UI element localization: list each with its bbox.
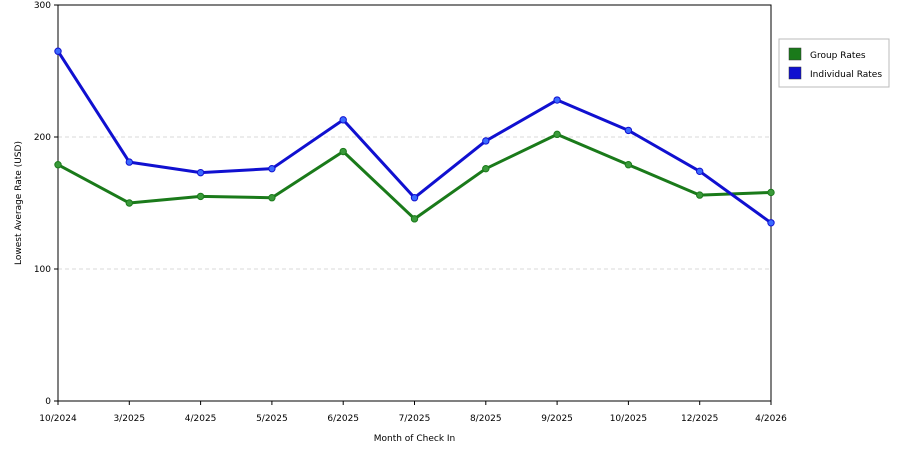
data-point (767, 188, 775, 197)
data-point (624, 126, 633, 135)
data-point (54, 161, 62, 169)
x-tick-label: 12/2025 (681, 414, 718, 424)
data-point (125, 158, 134, 166)
data-point (268, 164, 276, 173)
data-point (482, 164, 490, 173)
series (54, 47, 775, 227)
data-point (196, 168, 205, 177)
data-point (624, 161, 633, 169)
y-axis-title: Lowest Average Rate (USD) (14, 141, 24, 265)
x-axis-title: Month of Check In (374, 434, 456, 444)
x-tick-label: 8/2025 (470, 414, 502, 424)
series-line (57, 132, 772, 221)
x-tick-label: 6/2025 (327, 414, 359, 424)
data-point (268, 194, 276, 202)
legend: Group Rates Individual Rates (778, 38, 890, 88)
data-point (125, 199, 134, 207)
plot-frame (57, 4, 772, 402)
legend-swatch (788, 47, 802, 61)
legend-label: Individual Rates (810, 70, 882, 80)
data-point (767, 219, 775, 227)
data-point (339, 116, 347, 124)
y-tick-label: 300 (34, 1, 51, 11)
data-point (410, 194, 419, 202)
x-tick-label: 5/2025 (256, 414, 288, 424)
data-point (553, 130, 561, 139)
data-point (696, 167, 704, 176)
axes: 0 100 200 300 10/2024 3/2025 4/2025 5/2025 6/202… (34, 1, 787, 424)
x-tick-label: 3/2025 (113, 414, 145, 424)
data-point (482, 137, 490, 145)
y-tick-label: 200 (34, 133, 51, 143)
legend-label: Group Rates (810, 51, 866, 61)
data-point (410, 215, 419, 223)
grid (58, 136, 771, 270)
x-tick-label: 10/2024 (39, 414, 77, 424)
series-group-rates (54, 130, 775, 223)
series-individual-rates (54, 47, 775, 227)
legend-swatch (788, 66, 802, 80)
y-tick-label: 0 (45, 397, 51, 407)
data-point (54, 47, 62, 55)
x-tick-label: 9/2025 (541, 414, 573, 424)
y-tick-label: 100 (34, 265, 51, 275)
data-point (696, 191, 704, 199)
x-tick-label: 10/2025 (610, 414, 647, 424)
x-tick-label: 7/2025 (399, 414, 431, 424)
x-tick-label: 4/2026 (755, 414, 787, 424)
data-point (339, 147, 347, 156)
data-point (553, 96, 561, 104)
x-tick-label: 4/2025 (185, 414, 217, 424)
data-point (196, 192, 205, 201)
